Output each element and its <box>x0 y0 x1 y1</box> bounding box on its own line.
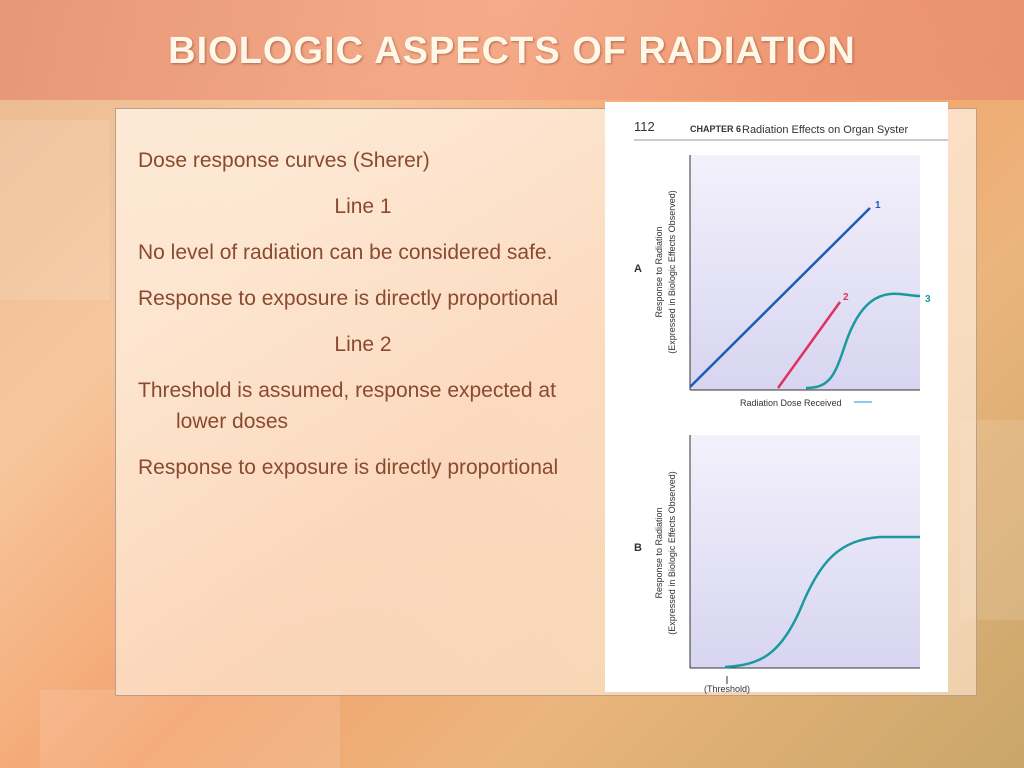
paragraph: Line 2 <box>334 333 392 356</box>
paragraph: No level of radiation can be considered … <box>138 241 553 264</box>
title-bar <box>0 0 1024 100</box>
text-body: Dose response curves (Sherer) Line 1 No … <box>138 145 588 498</box>
y-label-note: (Expressed in Biologic Effects Observed) <box>667 471 677 634</box>
chapter: CHAPTER 6 <box>690 124 741 134</box>
paragraph: Line 1 <box>334 195 392 218</box>
paragraph: Response to exposure is directly proport… <box>138 456 559 479</box>
page-number: 112 <box>634 119 655 134</box>
curve <box>724 535 920 669</box>
y-label: Response to Radiation <box>654 226 664 317</box>
panel-label: A <box>634 263 642 275</box>
bg-square <box>0 120 110 300</box>
curve <box>776 301 842 389</box>
x-label: (Threshold) <box>704 684 750 694</box>
panel-label: B <box>634 542 642 554</box>
curve-label: 3 <box>925 294 931 305</box>
bg-square <box>40 690 340 768</box>
x-label: Radiation Dose Received <box>740 398 842 408</box>
plot-area <box>690 435 920 668</box>
paragraph: Threshold is assumed, response expected … <box>138 379 556 433</box>
paragraph: Dose response curves (Sherer) <box>138 149 430 172</box>
paragraph: Response to exposure is directly proport… <box>138 287 559 310</box>
curve-label: 1 <box>875 200 881 211</box>
y-label: Response to Radiation <box>654 507 664 598</box>
curve <box>689 207 871 388</box>
curve <box>805 292 921 390</box>
y-label-note: (Expressed in Biologic Effects Observed) <box>667 190 677 353</box>
slide-title: BIOLOGIC ASPECTS OF RADIATION <box>168 30 856 72</box>
chapter-title: Radiation Effects on Organ Syster <box>742 124 908 136</box>
curve-label: 2 <box>843 292 849 303</box>
